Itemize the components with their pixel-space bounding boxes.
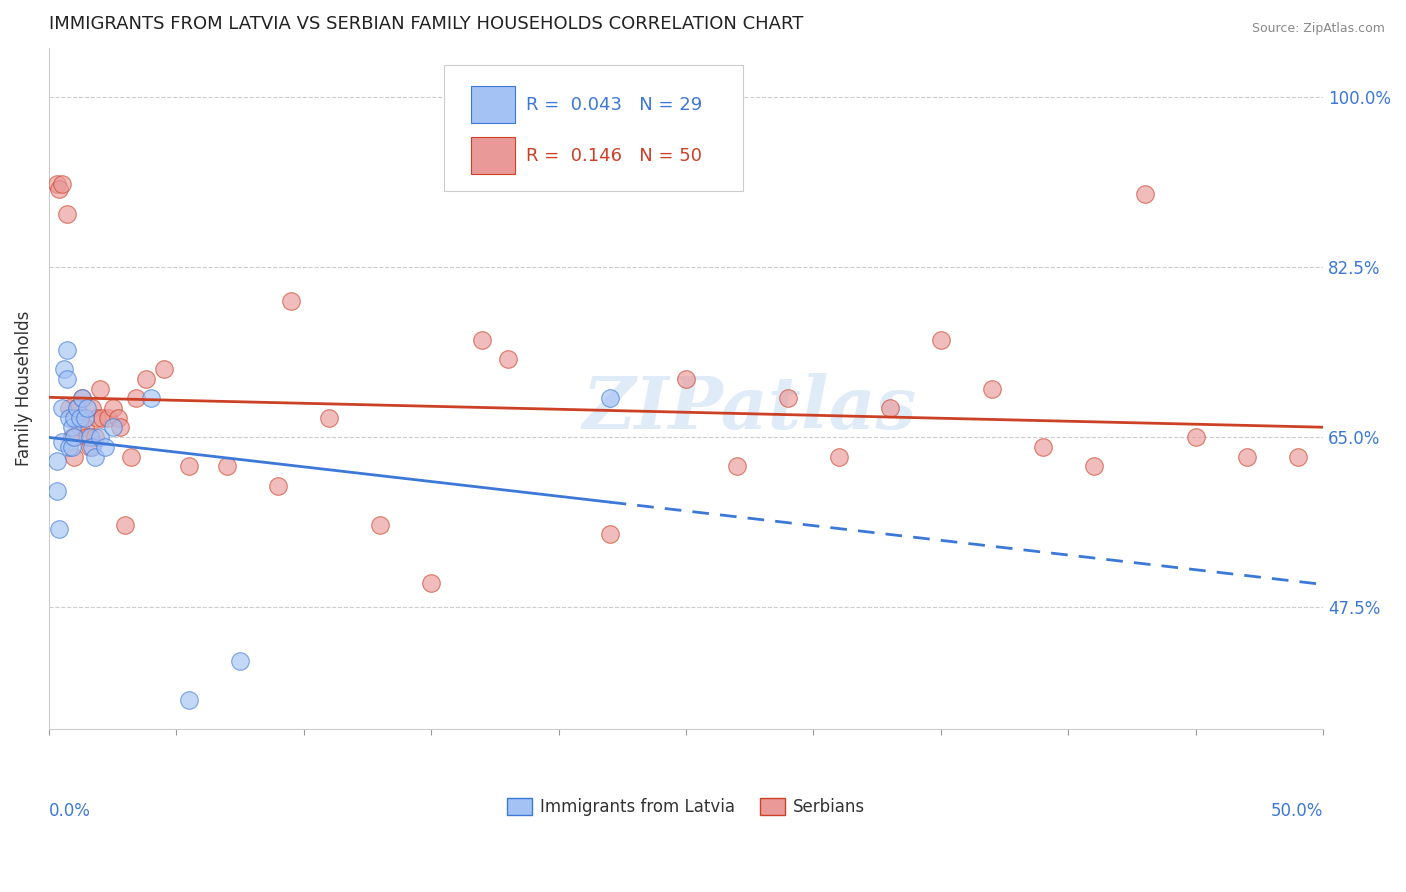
Point <box>45 483 67 498</box>
Point <box>368 517 391 532</box>
Point <box>79 440 101 454</box>
Point <box>82 440 104 454</box>
Point <box>599 527 621 541</box>
Point <box>83 430 105 444</box>
Point <box>135 372 157 386</box>
Point <box>66 401 89 415</box>
Point <box>1236 450 1258 464</box>
Point <box>107 410 129 425</box>
Point <box>929 333 952 347</box>
Point <box>69 410 91 425</box>
Point <box>56 207 79 221</box>
Point <box>86 410 108 425</box>
Point <box>267 479 290 493</box>
Point <box>139 392 162 406</box>
Legend: Immigrants from Latvia, Serbians: Immigrants from Latvia, Serbians <box>501 791 872 823</box>
Point <box>114 517 136 532</box>
Point <box>63 430 86 444</box>
Point <box>83 450 105 464</box>
Point <box>56 343 79 357</box>
Point <box>776 392 799 406</box>
Point <box>124 392 146 406</box>
Point <box>101 420 124 434</box>
Point <box>76 430 98 444</box>
Y-axis label: Family Households: Family Households <box>15 311 32 467</box>
Point <box>66 401 89 415</box>
Point <box>1184 430 1206 444</box>
Point <box>179 459 201 474</box>
Point <box>60 420 83 434</box>
Text: ZIPatlas: ZIPatlas <box>582 374 917 444</box>
Point <box>48 523 70 537</box>
Point <box>1133 187 1156 202</box>
Point <box>82 401 104 415</box>
Point <box>120 450 142 464</box>
Point <box>79 430 101 444</box>
Bar <box>471 86 516 123</box>
Point <box>471 333 494 347</box>
Text: 0.0%: 0.0% <box>49 802 91 820</box>
FancyBboxPatch shape <box>444 65 744 191</box>
Point <box>51 401 73 415</box>
Point <box>89 430 111 444</box>
Point <box>828 450 851 464</box>
Point <box>599 392 621 406</box>
Point <box>73 420 96 434</box>
Bar <box>471 136 516 174</box>
Point <box>1032 440 1054 454</box>
Point <box>76 401 98 415</box>
Point <box>879 401 901 415</box>
Text: Source: ZipAtlas.com: Source: ZipAtlas.com <box>1251 22 1385 36</box>
Point <box>229 654 252 668</box>
Point <box>94 440 117 454</box>
Point <box>63 410 86 425</box>
Point <box>91 410 114 425</box>
Text: 50.0%: 50.0% <box>1271 802 1323 820</box>
Text: R =  0.146   N = 50: R = 0.146 N = 50 <box>526 146 702 165</box>
Point <box>1083 459 1105 474</box>
Point <box>73 410 96 425</box>
Point <box>280 294 302 309</box>
Point <box>51 178 73 192</box>
Point <box>45 178 67 192</box>
Point <box>980 382 1002 396</box>
Point <box>496 352 519 367</box>
Point <box>420 576 443 591</box>
Point <box>60 430 83 444</box>
Point <box>1286 450 1309 464</box>
Point <box>58 440 80 454</box>
Point <box>51 435 73 450</box>
Point <box>45 454 67 468</box>
Point <box>60 440 83 454</box>
Point <box>58 410 80 425</box>
Point <box>58 401 80 415</box>
Point <box>56 372 79 386</box>
Point <box>110 420 132 434</box>
Point <box>101 401 124 415</box>
Point <box>318 410 340 425</box>
Point <box>675 372 697 386</box>
Point <box>70 392 93 406</box>
Point <box>48 182 70 196</box>
Point <box>53 362 76 376</box>
Point <box>63 450 86 464</box>
Point <box>70 392 93 406</box>
Text: IMMIGRANTS FROM LATVIA VS SERBIAN FAMILY HOUSEHOLDS CORRELATION CHART: IMMIGRANTS FROM LATVIA VS SERBIAN FAMILY… <box>49 15 803 33</box>
Point <box>179 692 201 706</box>
Point <box>69 420 91 434</box>
Point <box>217 459 239 474</box>
Text: R =  0.043   N = 29: R = 0.043 N = 29 <box>526 95 702 113</box>
Point <box>89 382 111 396</box>
Point <box>97 410 120 425</box>
Point <box>152 362 174 376</box>
Point <box>725 459 748 474</box>
